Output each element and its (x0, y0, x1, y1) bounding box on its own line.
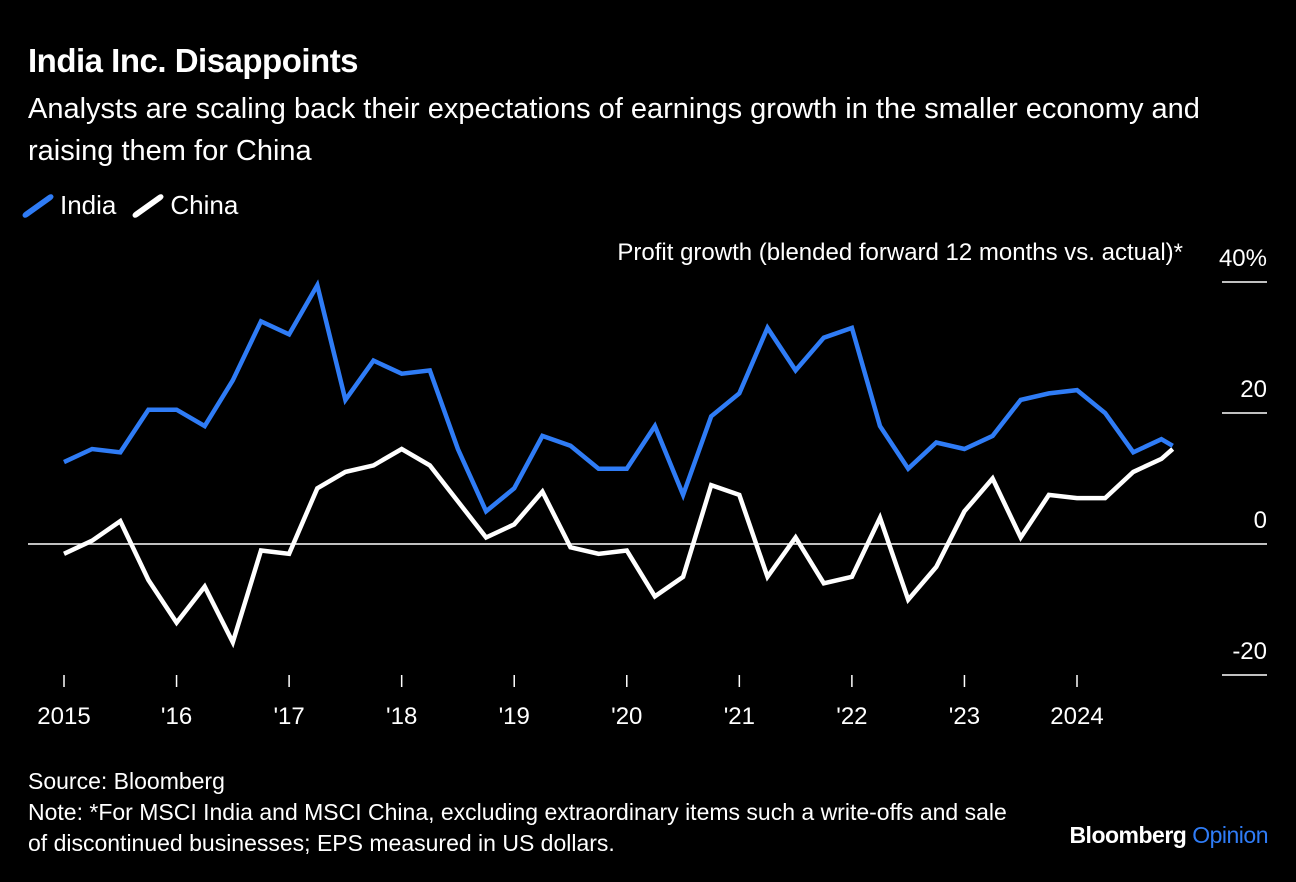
x-tick-label: '16 (161, 703, 192, 730)
chart-footer: Source: Bloomberg Note: *For MSCI India … (28, 766, 1028, 859)
chart-title: India Inc. Disappoints (28, 42, 359, 79)
series-line-china (63, 446, 1175, 649)
y-tick-label: -20 (1232, 638, 1267, 665)
y-tick-label: 40% (1219, 245, 1267, 272)
note-text: Note: *For MSCI India and MSCI China, ex… (28, 799, 1007, 856)
brand-name: Bloomberg (1069, 822, 1187, 848)
x-tick-label: '22 (836, 703, 867, 730)
x-tick-label: '20 (611, 703, 642, 730)
line-chart: Profit growth (blended forward 12 months… (28, 239, 1267, 730)
x-tick-label: '18 (386, 703, 417, 730)
x-tick-label: 2015 (37, 703, 90, 730)
series-line-india (63, 279, 1174, 515)
source-text: Source: Bloomberg (28, 768, 225, 794)
brand-section: Opinion (1192, 822, 1268, 848)
chart-subtitle: Analysts are scaling back their expectat… (28, 93, 1200, 167)
legend-item-china: China (131, 190, 239, 221)
legend-item-india: India (21, 190, 117, 221)
brand-logo: Bloomberg Opinion (1069, 822, 1268, 849)
legend-label-china: China (170, 190, 239, 220)
y-tick-label: 0 (1254, 507, 1267, 534)
x-tick-label: '23 (949, 703, 980, 730)
x-tick-label: '17 (273, 703, 304, 730)
legend: India China (21, 190, 260, 221)
x-tick-label: 2024 (1050, 703, 1103, 730)
x-tick-label: '21 (724, 703, 755, 730)
x-tick-label: '19 (499, 703, 530, 730)
legend-label-india: India (60, 190, 117, 220)
y-axis-label: Profit growth (blended forward 12 months… (617, 239, 1183, 266)
y-tick-label: 20 (1240, 376, 1267, 403)
